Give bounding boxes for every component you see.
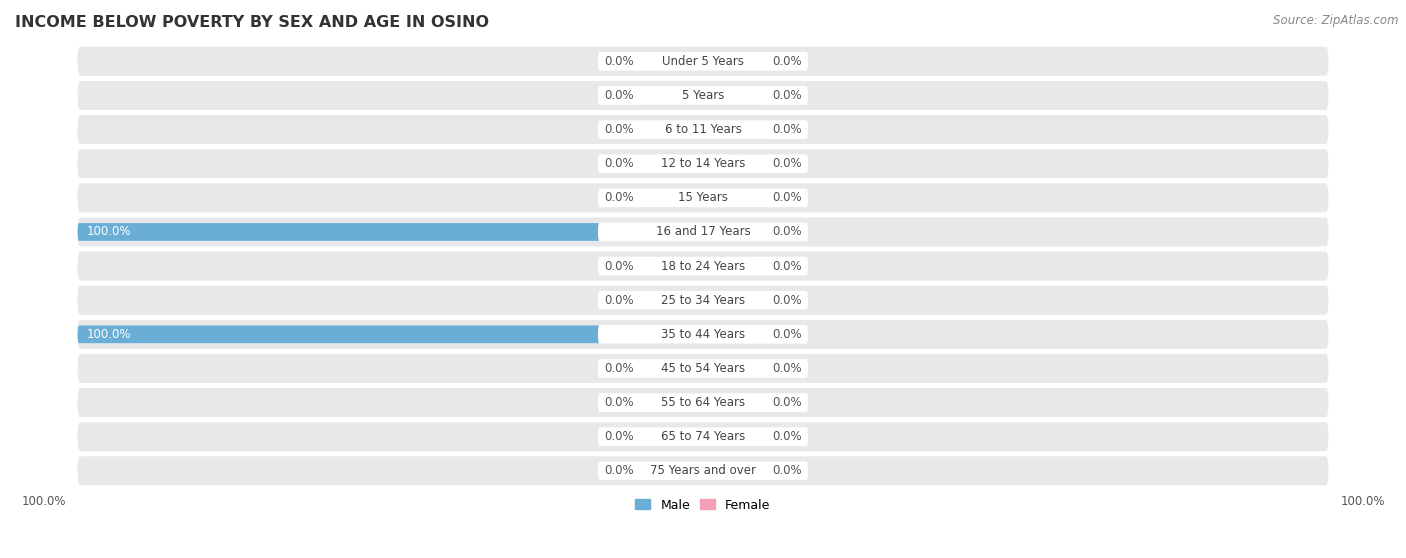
Text: 0.0%: 0.0% — [772, 396, 801, 409]
FancyBboxPatch shape — [598, 257, 808, 276]
FancyBboxPatch shape — [77, 252, 1329, 281]
Text: 100.0%: 100.0% — [87, 328, 131, 341]
Text: 25 to 34 Years: 25 to 34 Years — [661, 294, 745, 307]
FancyBboxPatch shape — [703, 394, 765, 411]
Text: Under 5 Years: Under 5 Years — [662, 55, 744, 68]
FancyBboxPatch shape — [598, 359, 808, 378]
FancyBboxPatch shape — [703, 428, 765, 445]
Text: 55 to 64 Years: 55 to 64 Years — [661, 396, 745, 409]
Text: 0.0%: 0.0% — [772, 55, 801, 68]
Text: 100.0%: 100.0% — [87, 225, 131, 238]
FancyBboxPatch shape — [703, 86, 765, 104]
FancyBboxPatch shape — [77, 320, 1329, 349]
Text: 0.0%: 0.0% — [772, 191, 801, 204]
Text: 0.0%: 0.0% — [772, 430, 801, 443]
Text: 16 and 17 Years: 16 and 17 Years — [655, 225, 751, 238]
Text: Source: ZipAtlas.com: Source: ZipAtlas.com — [1274, 14, 1399, 27]
Text: 100.0%: 100.0% — [1340, 496, 1385, 508]
FancyBboxPatch shape — [77, 456, 1329, 485]
Text: 35 to 44 Years: 35 to 44 Years — [661, 328, 745, 341]
FancyBboxPatch shape — [641, 394, 703, 411]
FancyBboxPatch shape — [77, 223, 703, 241]
Text: 0.0%: 0.0% — [772, 225, 801, 238]
FancyBboxPatch shape — [703, 155, 765, 172]
Text: 0.0%: 0.0% — [605, 157, 634, 170]
Text: 0.0%: 0.0% — [605, 191, 634, 204]
FancyBboxPatch shape — [641, 86, 703, 104]
Text: 0.0%: 0.0% — [605, 55, 634, 68]
Legend: Male, Female: Male, Female — [630, 493, 776, 517]
FancyBboxPatch shape — [77, 354, 1329, 383]
FancyBboxPatch shape — [703, 325, 765, 343]
Text: 18 to 24 Years: 18 to 24 Years — [661, 259, 745, 272]
Text: 65 to 74 Years: 65 to 74 Years — [661, 430, 745, 443]
Text: 15 Years: 15 Years — [678, 191, 728, 204]
Text: 0.0%: 0.0% — [772, 123, 801, 136]
FancyBboxPatch shape — [641, 462, 703, 480]
Text: 12 to 14 Years: 12 to 14 Years — [661, 157, 745, 170]
FancyBboxPatch shape — [703, 189, 765, 206]
Text: 0.0%: 0.0% — [772, 362, 801, 375]
FancyBboxPatch shape — [703, 52, 765, 70]
Text: 0.0%: 0.0% — [772, 89, 801, 102]
FancyBboxPatch shape — [598, 155, 808, 173]
FancyBboxPatch shape — [598, 189, 808, 207]
FancyBboxPatch shape — [598, 223, 808, 241]
FancyBboxPatch shape — [77, 286, 1329, 315]
FancyBboxPatch shape — [598, 86, 808, 105]
FancyBboxPatch shape — [641, 257, 703, 275]
Text: INCOME BELOW POVERTY BY SEX AND AGE IN OSINO: INCOME BELOW POVERTY BY SEX AND AGE IN O… — [15, 15, 489, 30]
FancyBboxPatch shape — [641, 52, 703, 70]
FancyBboxPatch shape — [598, 121, 808, 139]
FancyBboxPatch shape — [703, 359, 765, 377]
Text: 0.0%: 0.0% — [605, 396, 634, 409]
FancyBboxPatch shape — [703, 257, 765, 275]
FancyBboxPatch shape — [641, 291, 703, 309]
FancyBboxPatch shape — [598, 461, 808, 480]
FancyBboxPatch shape — [77, 115, 1329, 144]
FancyBboxPatch shape — [641, 189, 703, 206]
FancyBboxPatch shape — [77, 218, 1329, 247]
FancyBboxPatch shape — [703, 462, 765, 480]
Text: 0.0%: 0.0% — [772, 464, 801, 477]
FancyBboxPatch shape — [641, 428, 703, 445]
FancyBboxPatch shape — [77, 184, 1329, 213]
Text: 0.0%: 0.0% — [605, 430, 634, 443]
Text: 0.0%: 0.0% — [605, 294, 634, 307]
Text: 75 Years and over: 75 Years and over — [650, 464, 756, 477]
FancyBboxPatch shape — [77, 47, 1329, 76]
Text: 6 to 11 Years: 6 to 11 Years — [665, 123, 741, 136]
FancyBboxPatch shape — [598, 291, 808, 310]
Text: 0.0%: 0.0% — [605, 259, 634, 272]
Text: 0.0%: 0.0% — [772, 328, 801, 341]
FancyBboxPatch shape — [77, 81, 1329, 110]
FancyBboxPatch shape — [598, 325, 808, 344]
Text: 0.0%: 0.0% — [772, 259, 801, 272]
FancyBboxPatch shape — [598, 393, 808, 412]
FancyBboxPatch shape — [77, 149, 1329, 178]
FancyBboxPatch shape — [77, 325, 703, 343]
FancyBboxPatch shape — [641, 155, 703, 172]
Text: 0.0%: 0.0% — [772, 157, 801, 170]
FancyBboxPatch shape — [703, 291, 765, 309]
FancyBboxPatch shape — [703, 223, 765, 241]
FancyBboxPatch shape — [77, 422, 1329, 451]
Text: 0.0%: 0.0% — [605, 464, 634, 477]
FancyBboxPatch shape — [77, 388, 1329, 417]
FancyBboxPatch shape — [641, 121, 703, 138]
FancyBboxPatch shape — [598, 427, 808, 446]
Text: 5 Years: 5 Years — [682, 89, 724, 102]
Text: 45 to 54 Years: 45 to 54 Years — [661, 362, 745, 375]
Text: 100.0%: 100.0% — [21, 496, 66, 508]
Text: 0.0%: 0.0% — [605, 89, 634, 102]
Text: 0.0%: 0.0% — [772, 294, 801, 307]
FancyBboxPatch shape — [598, 52, 808, 71]
FancyBboxPatch shape — [641, 359, 703, 377]
FancyBboxPatch shape — [703, 121, 765, 138]
Text: 0.0%: 0.0% — [605, 362, 634, 375]
Text: 0.0%: 0.0% — [605, 123, 634, 136]
